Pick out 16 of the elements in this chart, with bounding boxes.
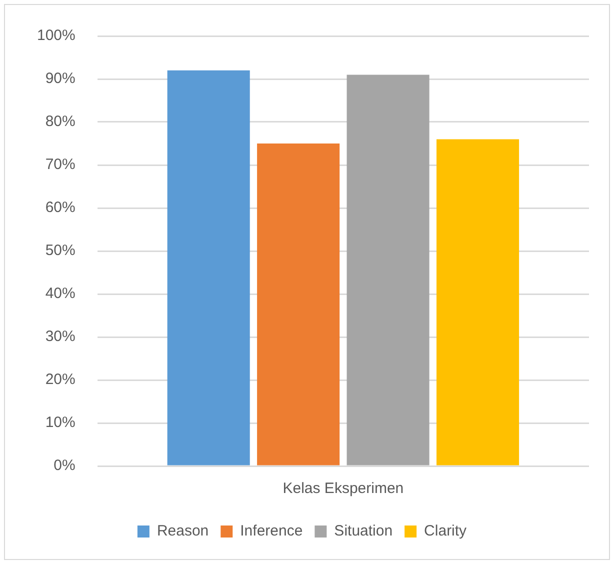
legend-label: Inference [240, 522, 303, 540]
y-tick-label: 100% [36, 27, 76, 44]
y-tick-label: 70% [45, 156, 76, 174]
y-tick-label: 20% [45, 371, 76, 388]
legend-label: Clarity [424, 522, 468, 540]
y-tick-label: 50% [45, 242, 76, 260]
x-tick-label: Kelas Eksperimen [282, 480, 404, 498]
y-tick-label: 30% [45, 328, 76, 346]
y-tick-label: 10% [45, 414, 76, 432]
y-tick-label: 90% [45, 70, 76, 88]
legend-label: Situation [334, 522, 393, 540]
y-tick-label: 80% [45, 113, 76, 130]
y-tick-label: 60% [45, 199, 76, 216]
y-tick-label: 40% [45, 285, 76, 302]
legend-label: Reason [156, 522, 209, 540]
y-tick-label: 0% [54, 457, 76, 474]
